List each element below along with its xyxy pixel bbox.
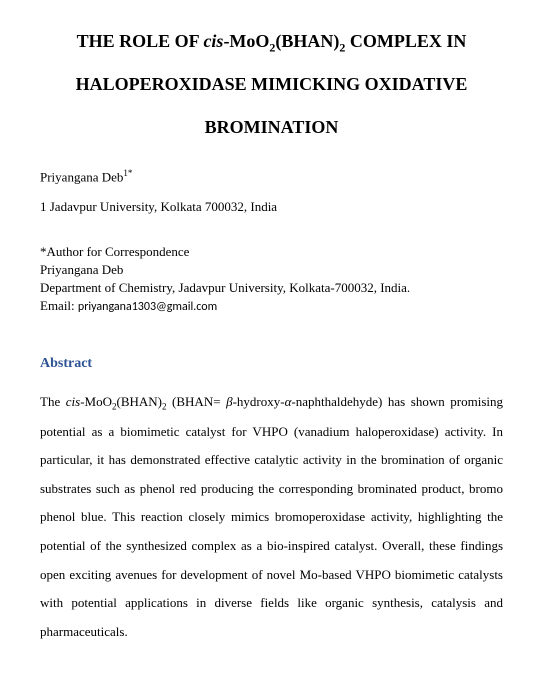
title-line2: HALOPEROXIDASE MIMICKING OXIDATIVE <box>76 74 468 94</box>
paper-title: THE ROLE OF cis-MoO2(BHAN)2 COMPLEX IN H… <box>40 20 503 150</box>
correspondence-line1: *Author for Correspondence <box>40 243 503 261</box>
email-address: priyangana1303@gmail.com <box>78 300 217 314</box>
abstract-mid4: -hydroxy- <box>233 394 285 409</box>
authors: Priyangana Deb1* <box>40 168 503 185</box>
affiliation: 1 Jadavpur University, Kolkata 700032, I… <box>40 199 503 215</box>
abstract-mid1: -MoO <box>80 394 112 409</box>
abstract-pre: The <box>40 394 66 409</box>
abstract-mid5: -naphthaldehyde) has shown promising pot… <box>40 394 503 639</box>
abstract-mid2: (BHAN) <box>117 394 163 409</box>
abstract-body: The cis-MoO2(BHAN)2 (BHAN= β-hydroxy-α-n… <box>40 388 503 646</box>
affiliation-text: 1 Jadavpur University, Kolkata 700032, I… <box>40 199 277 214</box>
title-line1-mid: (BHAN) <box>275 31 339 51</box>
correspondence-line3: Department of Chemistry, Jadavpur Univer… <box>40 279 503 297</box>
correspondence-line2: Priyangana Deb <box>40 261 503 279</box>
title-line1-italic: cis <box>203 31 223 51</box>
author-name: Priyangana Deb <box>40 169 123 184</box>
correspondence-block: *Author for Correspondence Priyangana De… <box>40 243 503 316</box>
title-line1-end: COMPLEX IN <box>345 31 466 51</box>
title-line1-pre: THE ROLE OF <box>77 31 204 51</box>
abstract-mid3: (BHAN= <box>167 394 227 409</box>
title-line3: BROMINATION <box>205 117 339 137</box>
correspondence-email-line: Email: priyangana1303@gmail.com <box>40 297 503 316</box>
title-line1-post: -MoO <box>223 31 269 51</box>
email-label: Email: <box>40 298 78 313</box>
abstract-heading: Abstract <box>40 356 503 372</box>
abstract-italic1: cis <box>66 394 80 409</box>
author-sup: 1* <box>123 168 132 178</box>
